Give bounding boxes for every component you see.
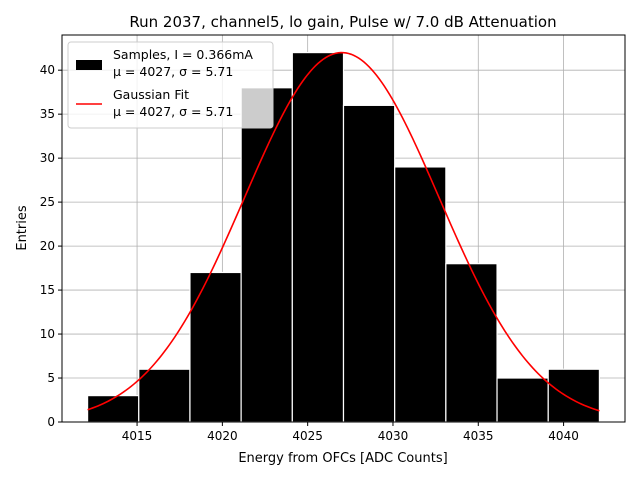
legend-samples-stats: μ = 4027, σ = 5.71	[113, 64, 233, 79]
legend-samples-label: Samples, I = 0.366mA	[113, 47, 253, 62]
legend-fit-label: Gaussian Fit	[113, 87, 189, 102]
x-tick-label: 4025	[292, 429, 323, 443]
plot-frame	[61, 34, 626, 423]
y-axis-label: Entries	[15, 205, 30, 251]
histogram-bar	[291, 51, 345, 423]
legend-frame	[67, 41, 274, 129]
y-tick-label: 20	[40, 239, 55, 253]
histogram-bar	[240, 87, 293, 423]
histogram-bar	[547, 368, 601, 423]
y-tick-label: 30	[40, 151, 55, 165]
x-tick-label: 4040	[548, 429, 579, 443]
gaussian-fit	[87, 51, 600, 412]
y-tick-label: 10	[40, 327, 55, 341]
y-tick-label: 0	[47, 415, 55, 429]
y-axis-ticks: 0 5 10 15 20 25 30 35 40	[40, 63, 62, 429]
legend-bar-swatch	[76, 60, 102, 70]
y-tick-label: 25	[40, 195, 55, 209]
y-tick-label: 5	[47, 371, 55, 385]
x-tick-label: 4035	[463, 429, 494, 443]
y-tick-label: 40	[40, 63, 55, 77]
x-axis-ticks: 4015 4020 4025 4030 4035 4040	[122, 422, 579, 443]
legend-fit-stats: μ = 4027, σ = 5.71	[113, 104, 233, 119]
histogram-bar	[86, 395, 140, 423]
gaussian-fit-curve	[87, 51, 600, 412]
histogram-bar	[138, 368, 191, 423]
chart-title: Run 2037, channel5, lo gain, Pulse w/ 7.…	[129, 13, 556, 31]
legend: Samples, I = 0.366mA μ = 4027, σ = 5.71 …	[67, 41, 274, 129]
x-axis-label: Energy from OFCs [ADC Counts]	[238, 451, 447, 466]
histogram-bar	[496, 377, 549, 423]
histogram-bar	[189, 271, 242, 423]
x-tick-label: 4015	[122, 429, 153, 443]
y-tick-label: 35	[40, 107, 55, 121]
histogram-bar	[342, 104, 396, 423]
histogram-bar	[394, 166, 447, 423]
x-tick-label: 4030	[378, 429, 409, 443]
y-tick-label: 15	[40, 283, 55, 297]
histogram-bars	[86, 51, 601, 423]
histogram-bar	[445, 263, 498, 423]
x-tick-label: 4020	[207, 429, 238, 443]
